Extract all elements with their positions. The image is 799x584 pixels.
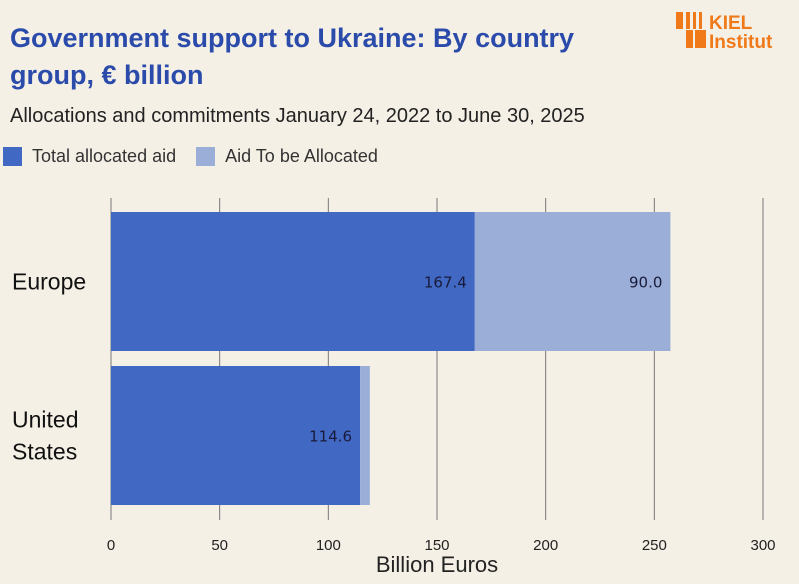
kiel-institut-logo: KIEL Institut xyxy=(676,8,796,57)
chart-subtitle: Allocations and commitments January 24, … xyxy=(10,105,585,127)
bar-segment xyxy=(474,212,671,351)
x-tick-label: 0 xyxy=(107,537,115,554)
data-label: 114.6 xyxy=(309,428,352,446)
legend-swatch xyxy=(196,147,216,166)
x-tick-label: 150 xyxy=(424,537,449,554)
chart-title: Government support to Ukraine: By countr… xyxy=(10,23,575,90)
legend-item-to-be-allocated: Aid To be Allocated xyxy=(196,146,378,167)
x-axis-label: Billion Euros xyxy=(376,552,498,577)
category-label: Europe xyxy=(12,269,86,295)
legend: Total allocated aid Aid To be Allocated xyxy=(3,146,398,167)
legend-item-allocated: Total allocated aid xyxy=(3,146,176,167)
data-label: 90.0 xyxy=(629,274,662,292)
bar-segment xyxy=(111,366,361,505)
category-label: United xyxy=(12,407,78,433)
bar-segment xyxy=(360,366,370,505)
category-label: States xyxy=(12,439,77,465)
x-tick-label: 100 xyxy=(316,537,341,554)
x-tick-label: 200 xyxy=(533,537,558,554)
x-tick-label: 300 xyxy=(750,537,775,554)
legend-label: Total allocated aid xyxy=(32,146,177,166)
legend-swatch xyxy=(3,147,22,166)
data-label: 167.4 xyxy=(424,274,467,292)
legend-label: Aid To be Allocated xyxy=(225,146,378,166)
x-tick-label: 50 xyxy=(211,537,228,554)
bar-segment xyxy=(111,212,475,351)
svg-text:KIEL: KIEL xyxy=(709,13,753,34)
x-tick-label: 250 xyxy=(642,537,667,554)
svg-text:Institut: Institut xyxy=(709,32,773,52)
